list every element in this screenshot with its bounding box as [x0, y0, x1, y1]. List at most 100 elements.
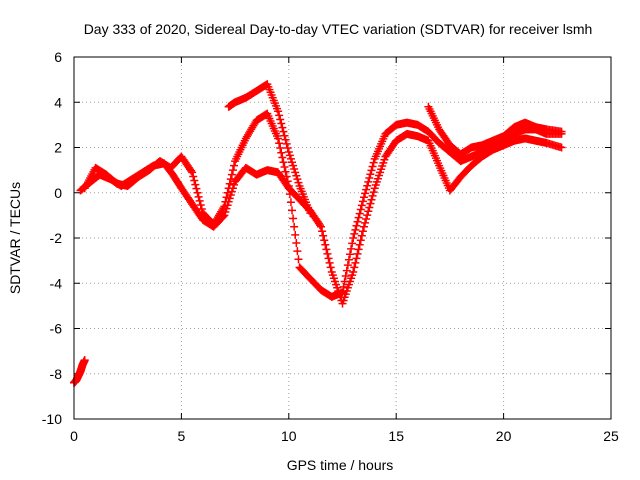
y-tick-label: 4 [54, 94, 62, 110]
data-point [326, 263, 335, 272]
data-point [356, 205, 365, 214]
x-tick-label: 10 [281, 428, 297, 444]
data-point [325, 258, 334, 267]
data-point [293, 247, 302, 256]
data-point [226, 175, 235, 184]
data-point [355, 240, 364, 249]
data-point [278, 123, 287, 132]
data-point [306, 209, 315, 218]
data-point [362, 214, 371, 223]
data-point [322, 245, 331, 254]
data-point [352, 221, 361, 230]
data-point [363, 181, 372, 190]
data-point [366, 170, 375, 179]
data-point [351, 225, 360, 234]
data-point [279, 158, 288, 167]
data-point [352, 254, 361, 263]
data-point [365, 174, 374, 183]
data-point [358, 227, 367, 236]
data-point [364, 207, 373, 216]
data-point [348, 239, 357, 248]
data-point [292, 238, 301, 247]
data-point [286, 198, 295, 207]
data-point [281, 135, 290, 144]
data-point [291, 230, 300, 239]
data-point [363, 211, 372, 220]
data-point [280, 131, 289, 140]
data-point [339, 282, 348, 291]
data-point [349, 267, 358, 276]
x-tick-label: 0 [70, 428, 78, 444]
data-point [80, 356, 89, 365]
data-point [358, 197, 367, 206]
data-point [346, 250, 355, 259]
data-point [362, 185, 371, 194]
data-point [223, 188, 232, 197]
data-point [341, 272, 350, 281]
data-point [323, 249, 332, 258]
data-point [224, 184, 233, 193]
data-point [354, 245, 363, 254]
data-point [290, 222, 299, 231]
data-point [285, 190, 294, 199]
data-point [220, 202, 229, 211]
y-tick-label: -2 [50, 230, 63, 246]
data-point [350, 229, 359, 238]
x-tick-label: 20 [496, 428, 512, 444]
data-point [364, 177, 373, 186]
data-point [190, 176, 199, 185]
data-point [359, 193, 368, 202]
y-tick-label: 2 [54, 140, 62, 156]
data-point [228, 166, 237, 175]
data-point [282, 139, 291, 148]
y-axis-label: SDTVAR / TECUs [7, 182, 23, 294]
data-point [361, 189, 370, 198]
data-point [343, 261, 352, 270]
y-tick-label: 0 [54, 185, 62, 201]
data-point [361, 218, 370, 227]
data-point [321, 240, 330, 249]
data-point [367, 195, 376, 204]
data-point [350, 263, 359, 272]
series-track-d [424, 102, 566, 159]
data-point [283, 143, 292, 152]
data-point [276, 115, 285, 124]
data-point [230, 161, 239, 170]
data-point [197, 205, 206, 214]
x-tick-label: 15 [388, 428, 404, 444]
data-point [351, 258, 360, 267]
data-point [367, 166, 376, 175]
data-point [279, 127, 288, 136]
data-point [196, 200, 205, 209]
data-point [369, 188, 378, 197]
y-tick-label: -10 [42, 411, 62, 427]
data-point [320, 236, 329, 245]
data-point [189, 172, 198, 181]
x-tick-label: 5 [178, 428, 186, 444]
data-point [349, 234, 358, 242]
x-tick-label: 25 [603, 428, 619, 444]
data-point [225, 179, 234, 188]
data-point [276, 143, 285, 152]
data-point [193, 188, 202, 197]
grid [74, 57, 611, 419]
data-point [359, 222, 368, 231]
y-tick-label: -4 [50, 275, 63, 291]
data-point [192, 184, 201, 193]
data-point [557, 143, 566, 152]
data-point [191, 180, 200, 189]
data-point [368, 191, 377, 200]
data-point [357, 201, 366, 210]
data-point [277, 148, 286, 157]
data-points [70, 80, 566, 387]
data-point [275, 139, 284, 148]
data-point [317, 222, 326, 231]
data-point [288, 206, 297, 215]
data-point [368, 162, 377, 171]
data-point [344, 255, 353, 264]
data-point [294, 255, 303, 264]
data-point [347, 244, 356, 253]
data-point [222, 193, 231, 202]
data-point [283, 177, 292, 186]
